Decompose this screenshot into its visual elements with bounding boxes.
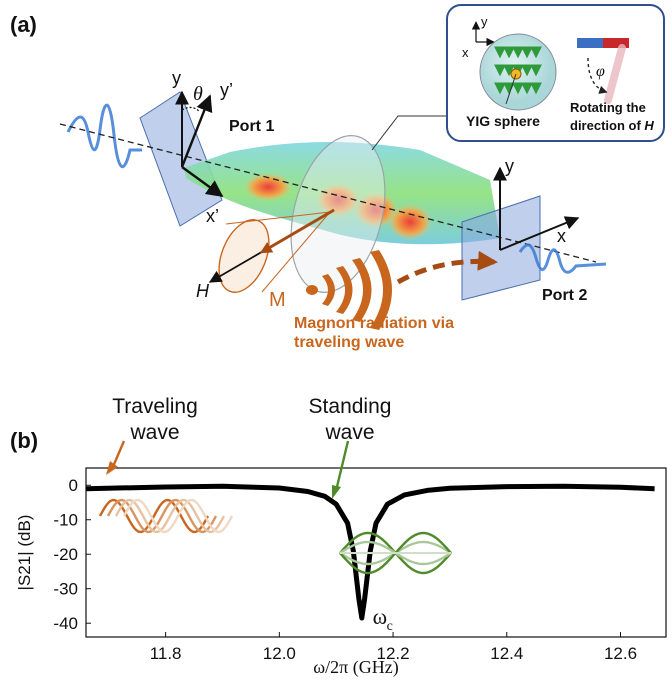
omega-c-subscript: c: [387, 619, 393, 634]
port2-y-label: y: [505, 156, 514, 176]
standing-line2: wave: [325, 421, 375, 444]
precession-cone-base: [218, 219, 270, 293]
port2-label: Port 2: [542, 287, 587, 304]
phi-arc: [587, 57, 608, 94]
port1-yprime-label: y’: [220, 80, 233, 100]
beam-lobe: [388, 204, 432, 240]
panel-b-label: (b): [10, 428, 39, 453]
magnon-m-label: M: [269, 289, 286, 311]
field-h-label: H: [196, 281, 210, 301]
magnon-caption-1: Magnon radiation via: [294, 315, 454, 332]
port1-xprime-axis: [181, 166, 224, 197]
y-tick-label: -20: [53, 545, 78, 564]
x-tick-label: 12.0: [263, 644, 296, 663]
inset-callout-line: [371, 115, 446, 151]
traveling-wave-trace: [122, 498, 234, 534]
cone-edge: [261, 211, 331, 293]
theta-label: θ: [193, 83, 203, 105]
port2-x-axis: [499, 216, 580, 251]
transmission-chart: 11.8 12.0 12.2 12.4 12.6 0 -10 -20 -30 -40 ω/2π (G…: [15, 440, 667, 678]
magnetization-arrow: [259, 208, 335, 254]
y-tick-label: -30: [53, 580, 78, 599]
y-axis-label: |S21| (dB): [15, 515, 34, 591]
inset-sphere-label: YIG sphere: [466, 113, 540, 129]
x-tick-label: 12.2: [377, 644, 410, 663]
yig-sphere-outline: [290, 135, 386, 293]
theta-arc: [181, 106, 201, 113]
traveling-arrowhead: [106, 461, 118, 475]
port1-label: Port 1: [229, 118, 274, 135]
standing-wave-annotation: Standing wave: [290, 394, 410, 446]
traveling-wave-annotation: Traveling wave: [90, 394, 220, 446]
inset-y-label: y: [481, 14, 488, 29]
traveling-wave-icon: [98, 498, 234, 534]
beam-lobe: [354, 192, 398, 228]
standing-arrowhead: [332, 485, 341, 499]
propagation-axis: [59, 123, 597, 263]
beam-lobe: [244, 173, 292, 201]
x-tick-label: 11.8: [150, 644, 182, 663]
port1-xprime-label: x’: [206, 206, 219, 226]
x-tick-label: 12.4: [490, 644, 523, 663]
y-tick-label: -40: [53, 614, 78, 633]
inset-rotation-line2: direction of H: [570, 118, 654, 133]
standing-wave-icon: [339, 531, 452, 575]
port1-yprime-axis: [180, 94, 213, 168]
inset-rotation-h: H: [644, 118, 654, 133]
port2-x-label: x: [557, 226, 566, 246]
incoming-wave: [66, 103, 142, 169]
omega-c-label: ω: [373, 604, 387, 629]
magnon-travel-arrow: [396, 250, 498, 285]
panel-a-diagram: (a) y θ y’ x’ Port 1 y x Port 2 H M Magn…: [10, 4, 665, 351]
x-axis-label: ω/2π (GHz): [313, 657, 398, 678]
traveling-line2: wave: [130, 421, 180, 444]
spin-arrows: [494, 46, 542, 95]
direction-bar: [577, 38, 629, 48]
magnon-caption-2: traveling wave: [294, 334, 404, 351]
panel-a-label: (a): [10, 12, 37, 37]
outgoing-wave: [518, 243, 607, 274]
y-tick-label: -10: [53, 511, 78, 530]
beam-lobe: [316, 183, 360, 217]
series-line: [85, 483, 655, 621]
x-tick-label: 12.6: [604, 644, 637, 663]
port1-y-label: y: [172, 68, 181, 88]
standing-arrow: [334, 440, 350, 492]
y-tick-label: 0: [69, 476, 78, 495]
rotated-bar-ghost: [604, 44, 626, 104]
inset-rotation-text: direction of: [570, 118, 644, 133]
standing-line1: Standing: [308, 395, 392, 418]
inset-x-label: x: [462, 45, 469, 60]
cone-edge: [225, 211, 331, 225]
plot-frame: [85, 467, 667, 638]
inset-rotation-line1: Rotating the: [570, 100, 646, 115]
inset-phi-label: φ: [596, 63, 605, 80]
sphere-pointer-line: [505, 73, 517, 105]
magnon-radiation-icon: [306, 250, 392, 330]
traveling-line1: Traveling: [112, 395, 198, 418]
